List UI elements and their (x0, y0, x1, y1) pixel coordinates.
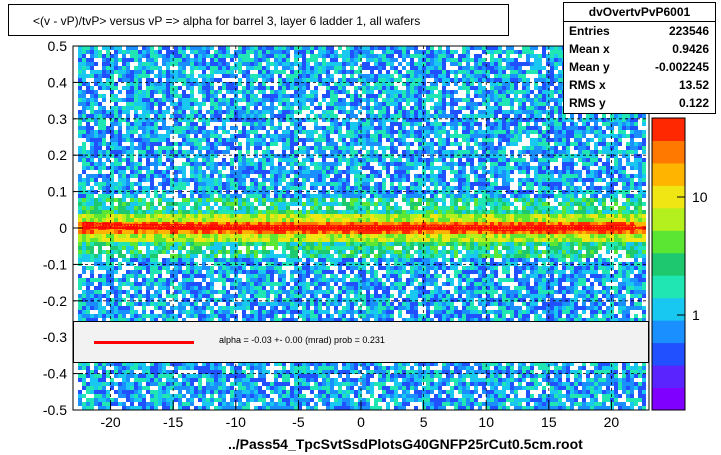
profile-point (148, 223, 155, 230)
profile-point (192, 224, 198, 230)
palette-segment (652, 365, 685, 389)
stats-label: RMS y (569, 96, 606, 110)
x-tick-label: -20 (100, 414, 120, 430)
stats-value: 223546 (668, 24, 709, 38)
stats-label: Mean y (569, 60, 610, 74)
profile-point (157, 224, 164, 230)
profile-point (198, 224, 205, 231)
profile-point (164, 224, 170, 230)
stats-box: dvOvertvPvP6001 Entries 223546 Mean x 0.94… (563, 2, 716, 114)
profile-point (160, 224, 167, 230)
profile-point (151, 223, 158, 230)
profile-point (135, 223, 142, 230)
profile-point (173, 224, 180, 230)
y-tick-label: -0.1 (43, 256, 67, 272)
y-tick-label: -0.3 (43, 329, 67, 345)
stats-value: 13.52 (678, 78, 709, 92)
y-tick-label: 0.2 (48, 147, 68, 163)
x-tick-label: 20 (604, 414, 620, 430)
profile-point (85, 221, 92, 228)
profile-point (129, 223, 136, 230)
profile-point (138, 223, 145, 230)
profile-point (167, 224, 173, 230)
y-tick-label: 0.5 (48, 38, 68, 54)
file-path-label: ../Pass54_TpcSvtSsdPlotsG40GNFP25rCut0.5… (228, 436, 583, 452)
profile-point (201, 224, 208, 231)
profile-point (182, 224, 189, 230)
stats-title: dvOvertvPvP6001 (564, 3, 715, 22)
plot-title: <(v - vP)/tvP> versus vP => alpha for ba… (8, 4, 509, 36)
y-axis: -0.5 -0.4 -0.3 -0.2 -0.1 0 0.1 0.2 0.3 0.4 0.5 (43, 38, 83, 418)
stats-row-rms-y: RMS y 0.122 (564, 94, 715, 112)
palette-segment (652, 207, 685, 231)
profile-point (154, 223, 161, 230)
profile-point (82, 221, 89, 228)
x-tick-label: -5 (292, 414, 305, 430)
profile-point (176, 224, 183, 230)
profile-point (132, 223, 139, 230)
fit-legend-line (94, 341, 194, 344)
profile-point (142, 223, 148, 230)
fit-legend: alpha = -0.03 +- 0.00 (mrad) prob = 0.23… (73, 321, 649, 363)
stats-row-mean-y: Mean y -0.002245 (564, 58, 715, 76)
profile-point (145, 223, 152, 230)
y-tick-label: 0 (59, 220, 67, 236)
stats-label: Mean x (569, 42, 610, 56)
fit-legend-text: alpha = -0.03 +- 0.00 (mrad) prob = 0.23… (219, 335, 385, 345)
palette-segment (652, 275, 685, 299)
stats-value: 0.122 (678, 96, 709, 110)
y-tick-label: -0.4 (43, 366, 67, 382)
y-tick-label: -0.5 (43, 402, 67, 418)
x-tick-label: 0 (357, 414, 365, 430)
profile-point (170, 224, 177, 230)
palette-segment (652, 252, 685, 276)
palette-segment (652, 387, 685, 411)
palette-segment (652, 342, 685, 366)
x-axis: -20 -15 -10 -5 0 5 10 15 20 (100, 402, 619, 430)
palette-frame (651, 117, 686, 411)
profile-point (204, 224, 211, 231)
x-tick-label: 10 (478, 414, 494, 430)
profile-point (179, 224, 186, 230)
profile-point (123, 223, 130, 230)
stats-row-entries: Entries 223546 (564, 22, 715, 40)
palette-segment (652, 297, 685, 321)
x-tick-label: 15 (541, 414, 557, 430)
profile-point (189, 224, 195, 230)
z-tick-label: 1 (692, 307, 700, 323)
z-tick-label: 10 (692, 189, 708, 205)
palette-segment (652, 230, 685, 254)
color-palette (651, 117, 686, 411)
stats-value: -0.002245 (654, 60, 709, 74)
y-tick-label: 0.4 (48, 74, 68, 90)
profile-point (185, 224, 192, 230)
profile-point (88, 221, 95, 228)
profile-point (126, 223, 133, 230)
profile-markers (78, 221, 644, 232)
y-tick-label: 0.1 (48, 184, 68, 200)
y-tick-label: 0.3 (48, 111, 68, 127)
palette-segment (652, 140, 685, 164)
stats-label: Entries (569, 24, 610, 38)
stats-row-mean-x: Mean x 0.9426 (564, 40, 715, 58)
palette-segment (652, 118, 685, 141)
y-tick-label: -0.2 (43, 293, 67, 309)
stats-label: RMS x (569, 78, 606, 92)
x-tick-label: -10 (226, 414, 246, 430)
x-tick-label: 5 (420, 414, 428, 430)
x-tick-label: -15 (163, 414, 183, 430)
profile-point (120, 223, 126, 230)
palette-segment (652, 162, 685, 186)
stats-value: 0.9426 (672, 42, 709, 56)
palette-segment (652, 185, 685, 209)
stats-row-rms-x: RMS x 13.52 (564, 76, 715, 94)
palette-segment (652, 320, 685, 344)
profile-point (195, 224, 202, 230)
